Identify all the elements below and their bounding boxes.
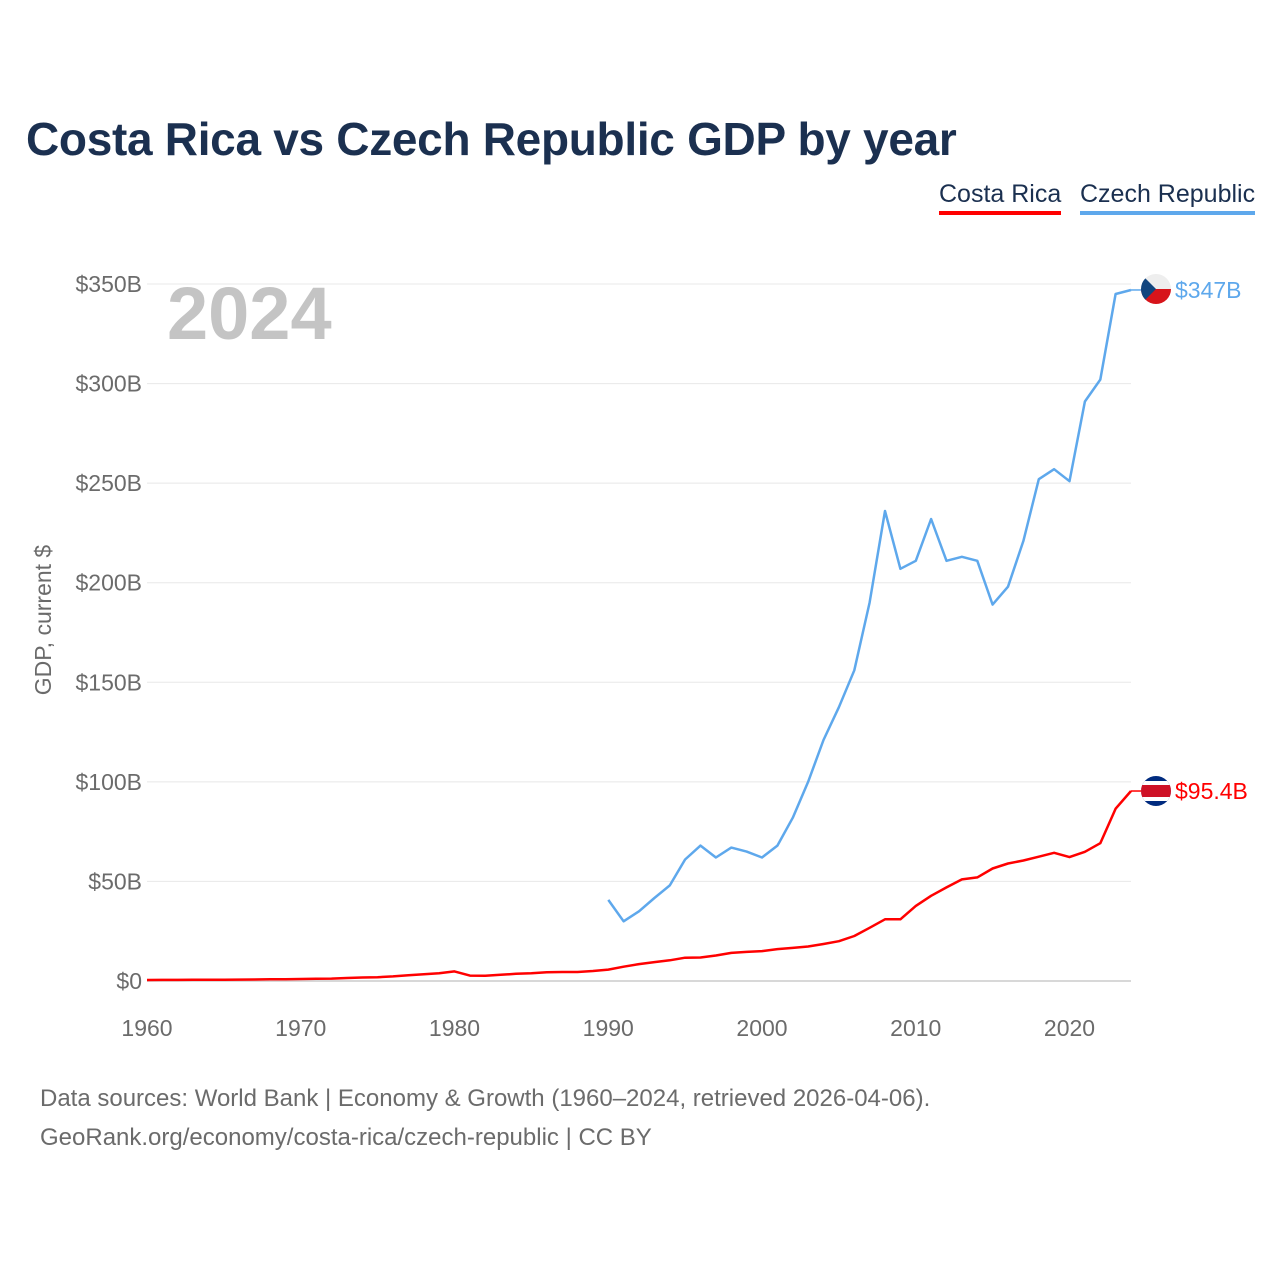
y-tick-label: $350B bbox=[75, 271, 142, 297]
end-value-label: $347B bbox=[1175, 277, 1242, 303]
x-tick-label: 2020 bbox=[1044, 1015, 1095, 1041]
y-tick-label: $200B bbox=[75, 570, 142, 596]
end-value-label: $95.4B bbox=[1175, 778, 1248, 804]
year-watermark: 2024 bbox=[167, 272, 332, 355]
y-tick-label: $0 bbox=[116, 968, 142, 994]
y-tick-label: $150B bbox=[75, 669, 142, 695]
footer-link[interactable]: GeoRank.org/economy/costa-rica/czech-rep… bbox=[40, 1124, 652, 1151]
footer-sources: Data sources: World Bank | Economy & Gro… bbox=[40, 1085, 931, 1112]
y-tick-label: $250B bbox=[75, 470, 142, 496]
y-tick-label: $50B bbox=[88, 868, 142, 894]
series-line-costa-rica bbox=[146, 790, 1132, 982]
x-tick-label: 1980 bbox=[429, 1015, 480, 1041]
legend-costa-rica[interactable]: Costa Rica bbox=[939, 180, 1062, 215]
y-tick-label: $100B bbox=[75, 769, 142, 795]
x-tick-label: 1990 bbox=[583, 1015, 634, 1041]
y-axis-label: GDP, current $ bbox=[30, 545, 56, 696]
chart-title: Costa Rica vs Czech Republic GDP by year bbox=[26, 113, 957, 165]
x-tick-label: 1970 bbox=[275, 1015, 326, 1041]
x-tick-label: 2000 bbox=[736, 1015, 787, 1041]
y-tick-label: $300B bbox=[75, 371, 142, 397]
legend-czech-republic[interactable]: Czech Republic bbox=[1080, 180, 1256, 215]
costa-rica-flag-icon bbox=[1141, 776, 1171, 806]
czech-flag-icon bbox=[1141, 274, 1171, 304]
x-tick-label: 1960 bbox=[121, 1015, 172, 1041]
series-line-czech-republic bbox=[607, 288, 1132, 923]
x-tick-label: 2010 bbox=[890, 1015, 941, 1041]
